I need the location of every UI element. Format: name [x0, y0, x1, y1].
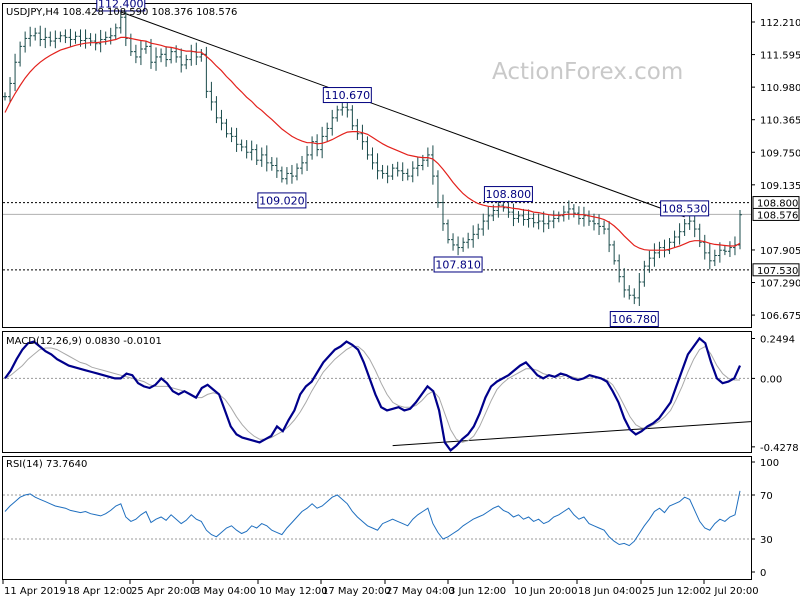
macd-lines — [4, 336, 742, 452]
rsi-levels — [3, 494, 751, 540]
macd-axis: 0.2494 0.00 -0.4278 — [751, 334, 799, 454]
price-annotation-1: 110.670 — [322, 87, 372, 104]
time-tick-label: 11 Apr 2019 — [4, 586, 66, 597]
macd-levels — [3, 377, 752, 447]
price-annotation-4: 107.810 — [433, 256, 483, 273]
price-annotation-box — [96, 0, 146, 12]
price-bars — [3, 8, 742, 306]
macd-line — [4, 336, 742, 452]
price-annotation-label: 108.530 — [662, 202, 708, 215]
price-level-box — [752, 263, 800, 277]
price-axis: 112.210 111.595 110.980 110.365 109.750 109.1… — [751, 18, 800, 322]
time-tick-label: 25 Jun 12:00 — [642, 586, 706, 597]
price-level-label: 108.576 — [757, 210, 798, 221]
main-chart-title: USDJPY,H4 108.428 108.590 108.376 108.57… — [6, 7, 237, 18]
price-annotation-label: 106.780 — [612, 313, 658, 326]
main-panel-frame — [2, 3, 752, 328]
price-tick-label: 109.750 — [760, 148, 800, 159]
macd-tick-label: 0.00 — [760, 374, 782, 385]
macd-panel-frame — [2, 331, 752, 453]
watermark: ActionForex.com — [492, 59, 683, 85]
moving-average — [4, 36, 741, 251]
price-annotation-box — [322, 87, 372, 104]
price-level-box — [752, 207, 800, 221]
main-levels — [3, 11, 751, 271]
rsi-axis: 100 70 30 0 — [751, 458, 779, 579]
macd-tick-label: 0.2494 — [760, 334, 795, 345]
rsi-tick-label: 30 — [760, 535, 773, 546]
time-tick-label: 18 Apr 12:00 — [67, 586, 132, 597]
price-annotation-box — [433, 256, 483, 273]
price-annotation-6: 106.780 — [609, 311, 659, 328]
price-annotation-2: 109.020 — [257, 192, 307, 209]
price-tick-label: 110.365 — [760, 116, 800, 127]
time-tick-label: 10 May 12:00 — [259, 586, 328, 597]
rsi-line — [4, 490, 741, 547]
price-tick-label: 107.905 — [760, 246, 800, 257]
price-annotation-label: 108.800 — [486, 188, 532, 201]
rsi-panel-frame — [2, 456, 752, 580]
rsi-tick-label: 0 — [760, 568, 766, 579]
price-trendline — [120, 11, 685, 218]
time-tick-label: 17 May 20:00 — [322, 586, 391, 597]
rsi-tick-label: 70 — [760, 491, 773, 502]
price-annotation-box — [257, 192, 307, 209]
price-tick-label: 106.675 — [760, 311, 800, 322]
price-annotation-box — [483, 186, 533, 203]
price-annotation-3: 108.800 — [483, 186, 533, 203]
price-tick-label: 109.135 — [760, 181, 800, 192]
price-annotation-0: 112.400 — [96, 0, 146, 12]
moving-average-line — [4, 36, 741, 251]
price-level-label: 108.800 — [757, 199, 798, 210]
rsi-tick-label: 100 — [760, 458, 779, 469]
signal-line — [4, 345, 740, 443]
price-tick-label: 110.980 — [760, 83, 800, 94]
macd-tick-label: -0.4278 — [760, 443, 799, 454]
price-tick-label: 107.290 — [760, 279, 800, 290]
price-tick-label: 112.210 — [760, 18, 800, 29]
price-annotations: 112.400 110.670 109.020 108.800 107.810 108.5… — [96, 0, 710, 328]
price-level-label: 107.530 — [757, 266, 798, 277]
macd-trendline — [392, 421, 752, 447]
price-annotation-box — [660, 200, 710, 217]
time-tick-label: 18 Jun 04:00 — [578, 586, 642, 597]
time-tick-label: 27 May 04:00 — [386, 586, 455, 597]
time-tick-label: 2 Jul 20:00 — [705, 586, 759, 597]
rsi-title: RSI(14) 73.7640 — [6, 459, 87, 470]
time-tick-label: 3 Jun 12:00 — [449, 586, 506, 597]
price-annotation-label: 112.400 — [98, 0, 144, 10]
price-annotation-label: 109.020 — [259, 194, 305, 207]
time-tick-label: 3 May 04:00 — [194, 586, 256, 597]
price-annotation-box — [609, 311, 659, 328]
time-tick-label: 25 Apr 20:00 — [131, 586, 196, 597]
macd-title: MACD(12,26,9) 0.0830 -0.0101 — [6, 336, 162, 347]
price-annotation-label: 110.670 — [325, 89, 371, 102]
rsi-lines — [4, 490, 741, 547]
time-tick-label: 10 Jun 20:00 — [514, 586, 578, 597]
price-annotation-label: 107.810 — [435, 258, 481, 271]
price-annotation-5: 108.530 — [660, 200, 710, 217]
price-tick-label: 111.595 — [760, 51, 800, 62]
